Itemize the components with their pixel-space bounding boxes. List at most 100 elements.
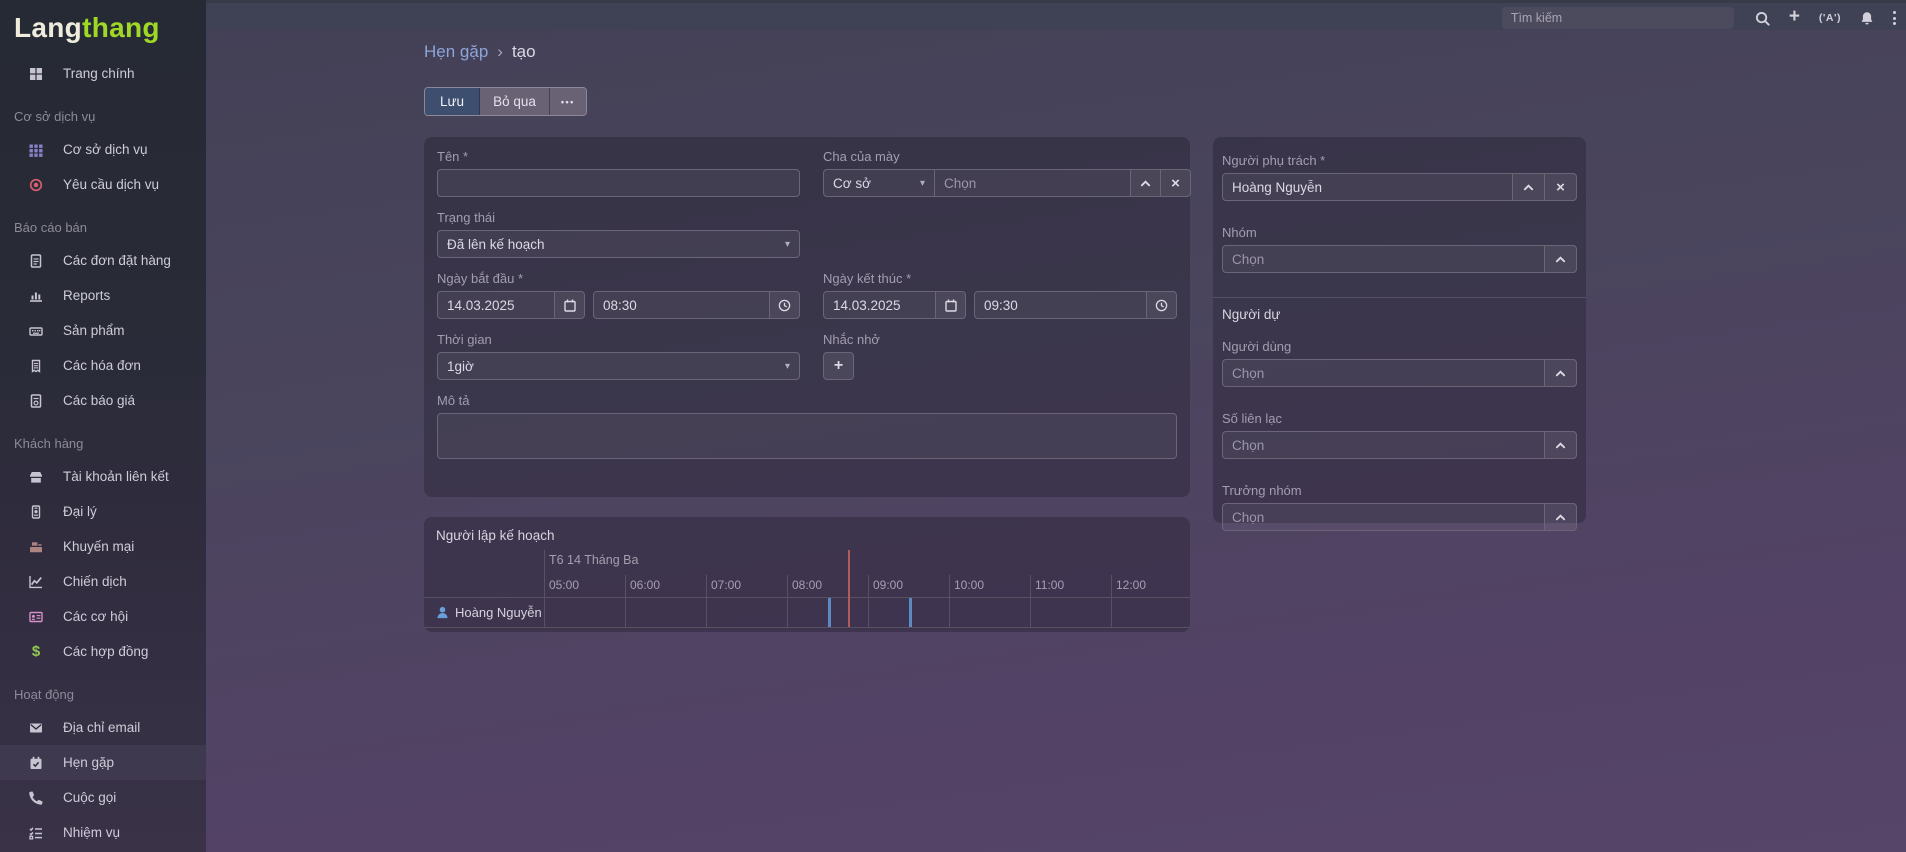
notifications-bell-icon[interactable] xyxy=(1860,6,1874,30)
parent-select-button[interactable] xyxy=(1130,169,1161,197)
quick-create-plus-icon[interactable]: + xyxy=(1788,6,1800,27)
date-start-time-input[interactable] xyxy=(593,291,770,319)
app-logo[interactable]: Lang thang xyxy=(0,0,206,56)
sidebar-item[interactable]: Đại lý xyxy=(0,494,206,529)
current-time-line xyxy=(847,550,850,627)
search-icon[interactable] xyxy=(1755,6,1770,30)
date-start-calendar-button[interactable] xyxy=(554,291,585,319)
sidebar-item[interactable]: Nhiệm vụ xyxy=(0,815,206,850)
sidebar-item-label: Khuyến mại xyxy=(63,539,135,554)
sidebar-item[interactable]: Chiến dịch xyxy=(0,564,206,599)
sidebar-item[interactable]: Các báo giá xyxy=(0,383,206,418)
duration-value: 1giờ xyxy=(447,358,474,374)
sidebar-item-label: Cơ sở dịch vụ xyxy=(63,142,148,157)
contacts-input[interactable] xyxy=(1222,431,1545,459)
sidebar-item[interactable]: Trang chính xyxy=(0,56,206,91)
teams-input[interactable] xyxy=(1222,245,1545,273)
assigned-user-clear-button[interactable]: × xyxy=(1544,173,1577,201)
tasks-icon xyxy=(27,826,45,840)
assigned-user-label: Người phụ trách * xyxy=(1222,153,1326,168)
sidebar-item[interactable]: Reports xyxy=(0,278,206,313)
name-input[interactable] xyxy=(437,169,800,197)
breadcrumb-parent-link[interactable]: Hẹn gặp xyxy=(424,42,489,61)
parent-clear-button[interactable]: × xyxy=(1160,169,1191,197)
leads-select-button[interactable] xyxy=(1544,503,1577,531)
cancel-button[interactable]: Bỏ qua xyxy=(480,88,550,115)
main-area: + ('A') Hẹn gặp › tạo Lưu Bỏ qua ••• Tên… xyxy=(206,0,1906,852)
sidebar-item[interactable]: $ Các hợp đồng xyxy=(0,634,206,669)
duration-select[interactable]: 1giờ ▾ xyxy=(437,352,800,380)
calendar-check-icon xyxy=(27,756,45,770)
parent-type-select[interactable]: Cơ sở ▾ xyxy=(823,169,935,197)
users-select-button[interactable] xyxy=(1544,359,1577,387)
sidebar-item[interactable]: Tài khoản liên kết xyxy=(0,459,206,494)
date-end-time-input[interactable] xyxy=(974,291,1147,319)
dollar-icon: $ xyxy=(31,643,41,660)
date-start-clock-button[interactable] xyxy=(769,291,800,319)
receipt-icon xyxy=(27,359,45,373)
scheduler-user-row: Hoàng Nguyễn xyxy=(436,597,542,627)
clear-x-icon: × xyxy=(1171,174,1180,192)
date-start-date-input[interactable] xyxy=(437,291,555,319)
broadcast-icon[interactable]: ('A') xyxy=(1818,12,1841,24)
contacts-select-button[interactable] xyxy=(1544,431,1577,459)
sidebar-item[interactable]: Các đơn đặt hàng xyxy=(0,243,206,278)
global-search-input[interactable] xyxy=(1501,7,1734,29)
sidebar-section-label: Khách hàng xyxy=(14,436,84,451)
content: Hẹn gặp › tạo Lưu Bỏ qua ••• Tên * Cha c… xyxy=(206,30,1906,852)
date-start-label: Ngày bắt đầu * xyxy=(437,271,524,286)
keyboard-icon xyxy=(27,324,45,338)
scheduler-title: Người lập kế hoạch xyxy=(436,528,555,543)
caret-down-icon: ▾ xyxy=(919,177,925,189)
contacts-label: Số liên lạc xyxy=(1222,411,1282,426)
sidebar-section-label: Hoạt động xyxy=(14,687,74,702)
sidebar-item[interactable]: Các cơ hội xyxy=(0,599,206,634)
date-end-clock-button[interactable] xyxy=(1146,291,1177,319)
assigned-user-input[interactable] xyxy=(1222,173,1513,201)
id-card-icon xyxy=(27,610,45,624)
chart-line-icon xyxy=(27,575,45,589)
sidebar-item[interactable]: Cuộc gọi xyxy=(0,780,206,815)
status-select[interactable]: Đã lên kế hoạch ▾ xyxy=(437,230,800,258)
sidebar-item[interactable]: Khuyến mại xyxy=(0,529,206,564)
sidebar-item[interactable]: Sản phẩm xyxy=(0,313,206,348)
add-reminder-button[interactable]: + xyxy=(823,352,854,380)
description-textarea[interactable] xyxy=(437,413,1177,459)
dot-circle-icon xyxy=(27,178,45,192)
date-end-calendar-button[interactable] xyxy=(935,291,966,319)
sidebar-section-label: Báo cáo bán xyxy=(14,220,88,235)
action-button-group: Lưu Bỏ qua ••• xyxy=(424,87,587,116)
duration-field-label: Thời gian xyxy=(437,332,492,347)
teams-select-button[interactable] xyxy=(1544,245,1577,273)
side-panel-divider xyxy=(1213,297,1586,298)
calendar-icon xyxy=(563,299,576,312)
scheduler-panel: Người lập kế hoạch T6 14 Tháng Ba Hoàng … xyxy=(424,517,1190,632)
scheduler-timeline[interactable]: T6 14 Tháng Ba Hoàng Nguyễn 05:00 06:00 07… xyxy=(424,550,1190,628)
teams-label: Nhóm xyxy=(1222,225,1257,240)
chevron-up-icon xyxy=(1523,183,1534,190)
topbar: + ('A') xyxy=(206,0,1906,30)
more-actions-button[interactable]: ••• xyxy=(549,88,586,115)
date-end-date-input[interactable] xyxy=(823,291,936,319)
leads-input[interactable] xyxy=(1222,503,1545,531)
chevron-up-icon xyxy=(1555,441,1566,448)
sidebar-item[interactable]: Yêu cầu dịch vụ xyxy=(0,167,206,202)
breadcrumb: Hẹn gặp › tạo xyxy=(424,42,536,62)
menu-kebab-icon[interactable] xyxy=(1893,6,1896,30)
parent-type-value: Cơ sở xyxy=(833,175,871,191)
timeline-horizontal-line xyxy=(424,597,1190,598)
side-panel: Người phụ trách * × Nhóm xyxy=(1213,137,1586,531)
sidebar-item[interactable]: Địa chỉ email xyxy=(0,710,206,745)
logo-text-accent: thang xyxy=(82,12,160,43)
reminders-field-label: Nhắc nhở xyxy=(823,332,880,347)
save-button[interactable]: Lưu xyxy=(425,88,481,115)
sidebar-item[interactable]: Các hóa đơn xyxy=(0,348,206,383)
sidebar-item[interactable]: Cơ sở dịch vụ xyxy=(0,132,206,167)
attendees-header: Người dự xyxy=(1222,307,1281,322)
sidebar-item[interactable]: Hẹn gặp xyxy=(0,745,206,780)
users-input[interactable] xyxy=(1222,359,1545,387)
assigned-user-select-button[interactable] xyxy=(1512,173,1545,201)
chevron-up-icon xyxy=(1555,369,1566,376)
id-badge-icon xyxy=(27,504,45,519)
parent-name-input[interactable] xyxy=(934,169,1131,197)
